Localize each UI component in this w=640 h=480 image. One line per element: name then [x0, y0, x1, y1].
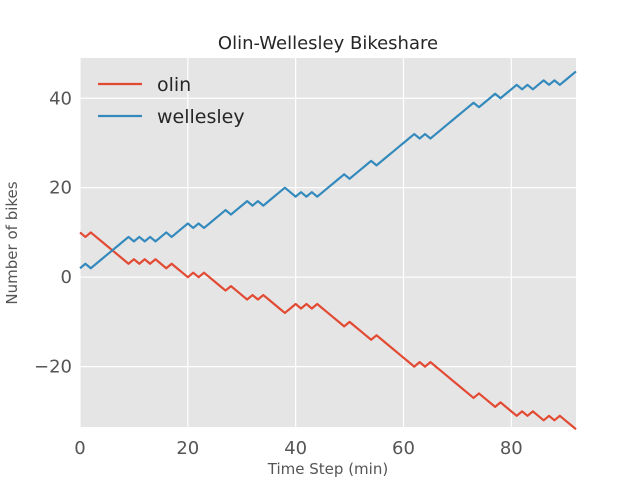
plot-background — [80, 58, 576, 427]
legend: olin wellesley — [98, 74, 245, 128]
y-axis-label: Number of bikes — [3, 181, 21, 304]
y-tick-label: 20 — [49, 178, 72, 199]
x-tick-label: 60 — [392, 438, 415, 459]
series-line-wellesley — [79, 70, 577, 270]
y-tick-label: 0 — [61, 267, 72, 288]
x-tick-label: 20 — [176, 438, 199, 459]
x-tick-label: 0 — [74, 438, 85, 459]
y-tick-label: −20 — [34, 357, 72, 378]
grid-lines — [79, 58, 576, 427]
x-tick-label: 80 — [500, 438, 523, 459]
series-line-olin — [79, 231, 577, 431]
chart-title: Olin-Wellesley Bikeshare — [218, 33, 438, 54]
x-axis-label: Time Step (min) — [267, 460, 388, 478]
legend-label-wellesley: wellesley — [157, 106, 245, 128]
y-tick-label: 40 — [49, 88, 72, 109]
x-tick-label: 40 — [284, 438, 307, 459]
legend-label-olin: olin — [157, 74, 191, 96]
series-lines — [79, 70, 577, 431]
tick-labels: 0 20 40 60 80 −20 0 20 40 — [34, 88, 523, 459]
